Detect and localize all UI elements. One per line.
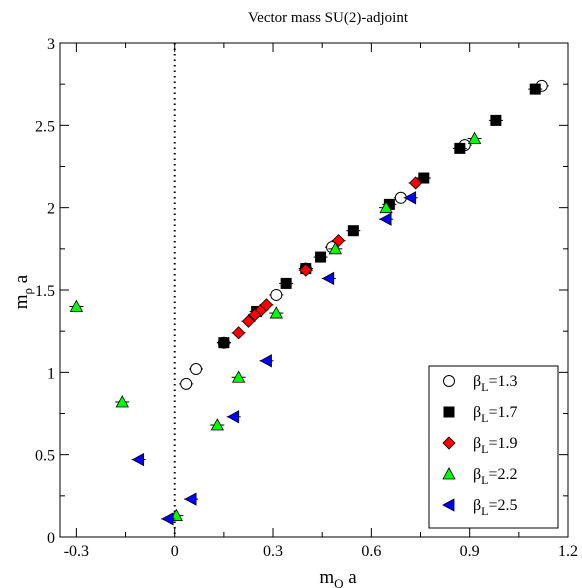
plot-area: -0.3 0 0.3 0.6 0.9 1.2 0 0.5 1 1.5 2 2.5 3 bbox=[35, 36, 578, 560]
x-tick-label: -0.3 bbox=[64, 543, 89, 560]
data-point bbox=[529, 83, 541, 95]
legend-label-sub: L bbox=[481, 442, 488, 456]
data-point bbox=[226, 410, 240, 424]
data-point bbox=[403, 191, 417, 205]
legend-label-sub: L bbox=[481, 380, 488, 394]
y-axis-label-main: m bbox=[11, 294, 32, 309]
data-point bbox=[210, 418, 224, 431]
x-tick-label: 0.9 bbox=[460, 543, 480, 560]
x-tick-label: 0.6 bbox=[361, 543, 381, 560]
x-axis-label-rest: a bbox=[343, 567, 357, 588]
legend-label-rest: =1.9 bbox=[488, 435, 517, 452]
legend-label: βL=1.3 bbox=[473, 373, 518, 394]
legend-label-main: β bbox=[473, 466, 481, 483]
data-point bbox=[379, 212, 392, 226]
legend-label-rest: =1.7 bbox=[488, 404, 517, 421]
legend-label-rest: =1.3 bbox=[488, 373, 517, 390]
x-tick-label: 0 bbox=[171, 543, 179, 560]
legend-marker bbox=[442, 467, 456, 480]
legend-label-rest: =2.5 bbox=[488, 497, 517, 514]
legend: βL=1.3βL=1.7βL=1.9βL=2.2βL=2.5 bbox=[428, 365, 559, 529]
legend-label-sub: L bbox=[481, 411, 488, 425]
data-point bbox=[418, 172, 430, 184]
data-point bbox=[161, 512, 174, 526]
data-point bbox=[231, 370, 246, 383]
data-point bbox=[190, 363, 203, 376]
series-4 bbox=[69, 131, 482, 521]
y-tick-label: 2.5 bbox=[35, 118, 55, 135]
legend-label-main: β bbox=[473, 404, 481, 421]
x-axis-label: mQ a bbox=[319, 567, 357, 588]
legend-label: βL=1.9 bbox=[473, 435, 518, 456]
data-point bbox=[315, 251, 327, 263]
legend-label: βL=2.5 bbox=[473, 497, 518, 518]
y-tick-label: 1 bbox=[47, 365, 55, 382]
data-point bbox=[115, 395, 129, 408]
data-point bbox=[379, 200, 393, 214]
legend-label: βL=2.2 bbox=[473, 466, 518, 487]
data-point bbox=[280, 277, 292, 289]
data-point bbox=[184, 492, 197, 506]
chart-title: Vector mass SU(2)-adjoint bbox=[248, 10, 409, 26]
legend-label-main: β bbox=[473, 435, 481, 452]
data-point bbox=[241, 314, 256, 328]
y-axis-label-sub: ρ bbox=[20, 288, 35, 295]
data-point bbox=[232, 326, 246, 340]
data-point bbox=[218, 337, 230, 349]
data-point bbox=[269, 306, 283, 319]
x-axis-label-main: m bbox=[319, 567, 334, 588]
data-point bbox=[490, 114, 502, 126]
legend-label-sub: L bbox=[481, 504, 488, 518]
legend-marker bbox=[443, 406, 455, 418]
data-point bbox=[299, 263, 313, 277]
data-point bbox=[131, 452, 145, 467]
legend-label-main: β bbox=[473, 373, 481, 390]
legend-label-rest: =2.2 bbox=[488, 466, 517, 483]
data-point bbox=[347, 225, 359, 237]
x-tick-label: 0.3 bbox=[263, 543, 283, 560]
y-tick-label: 0 bbox=[47, 530, 55, 547]
x-axis-label-sub: Q bbox=[334, 576, 344, 588]
data-point bbox=[321, 271, 335, 286]
data-point bbox=[454, 142, 466, 154]
legend-marker bbox=[442, 498, 455, 512]
legend-label-main: β bbox=[473, 497, 481, 514]
data-point bbox=[328, 241, 342, 255]
series-5 bbox=[131, 191, 418, 526]
data-point bbox=[180, 377, 193, 390]
data-point bbox=[409, 176, 423, 190]
data-point bbox=[259, 354, 272, 368]
legend-label: βL=1.7 bbox=[473, 404, 518, 425]
x-tick-label: 1.2 bbox=[558, 543, 578, 560]
legend-marker bbox=[442, 436, 456, 450]
y-tick-label: 1.5 bbox=[35, 283, 55, 300]
data-point bbox=[259, 298, 274, 312]
data-point bbox=[467, 131, 482, 144]
y-tick-label: 0.5 bbox=[35, 448, 55, 465]
y-axis-label: mρ a bbox=[11, 274, 35, 309]
data-point bbox=[270, 288, 283, 301]
series-3 bbox=[231, 176, 423, 340]
legend-label-sub: L bbox=[481, 473, 488, 487]
y-tick-label: 2 bbox=[47, 201, 55, 218]
y-tick-label: 3 bbox=[47, 36, 55, 53]
data-point bbox=[69, 299, 84, 312]
y-axis-label-rest: a bbox=[11, 274, 32, 288]
legend-marker bbox=[443, 375, 455, 387]
